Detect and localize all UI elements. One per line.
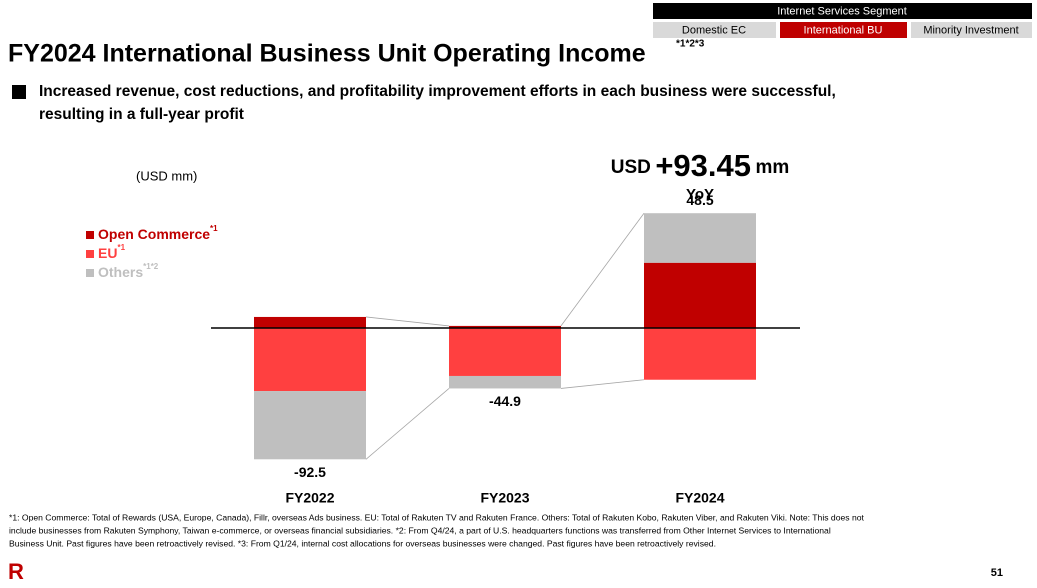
footnote: *1: Open Commerce: Total of Rewards (USA… bbox=[9, 512, 865, 522]
legend-swatch bbox=[86, 269, 94, 277]
page-number: 51 bbox=[991, 567, 1003, 579]
legend-label: Open Commerce bbox=[98, 226, 210, 242]
headline: USD +93.45 mm bbox=[611, 148, 790, 183]
bar-segment bbox=[254, 391, 366, 460]
bar-segment bbox=[449, 328, 561, 376]
x-tick-label: FY2023 bbox=[480, 490, 529, 506]
bar-segment bbox=[644, 262, 756, 328]
unit-label: (USD mm) bbox=[136, 168, 197, 183]
tab[interactable] bbox=[911, 22, 1032, 38]
legend-entry: Others*1*2 bbox=[98, 262, 159, 280]
footnote: include businesses from Rakuten Symphony… bbox=[9, 525, 831, 535]
footnote: Business Unit. Past figures have been re… bbox=[9, 538, 716, 548]
connector bbox=[365, 388, 450, 460]
bar-segment bbox=[254, 316, 366, 328]
legend-note: *1 bbox=[117, 243, 125, 252]
subtitle: Increased revenue, cost reductions, and … bbox=[39, 83, 836, 100]
total-label: -44.9 bbox=[489, 393, 521, 409]
yoy-label: YoY bbox=[686, 186, 714, 203]
legend-swatch bbox=[86, 250, 94, 258]
connector bbox=[560, 379, 645, 389]
total-label: -92.5 bbox=[294, 464, 326, 480]
tab[interactable] bbox=[653, 22, 776, 38]
logo: R bbox=[8, 559, 24, 584]
subtitle: resulting in a full-year profit bbox=[39, 106, 244, 123]
legend-label: EU bbox=[98, 245, 117, 261]
tab-label[interactable]: Minority Investment bbox=[923, 24, 1018, 36]
legend-entry: Open Commerce*1 bbox=[98, 224, 218, 242]
bullet bbox=[12, 85, 26, 99]
connector bbox=[365, 316, 450, 327]
tab[interactable] bbox=[780, 22, 907, 38]
legend-note: *1*2 bbox=[143, 262, 159, 271]
connector bbox=[560, 212, 645, 327]
x-tick-label: FY2024 bbox=[675, 490, 724, 506]
segment-label: Internet Services Segment bbox=[777, 5, 907, 17]
bar-segment bbox=[449, 375, 561, 389]
title: FY2024 International Business Unit Opera… bbox=[8, 40, 646, 68]
bar-segment bbox=[254, 328, 366, 392]
headline-value: +93.45 bbox=[655, 148, 751, 183]
bar-segment bbox=[449, 325, 561, 328]
headline-prefix: USD bbox=[611, 157, 651, 178]
segment-bar bbox=[653, 3, 1032, 19]
legend-swatch bbox=[86, 231, 94, 239]
total-label: 48.5 bbox=[686, 192, 713, 208]
tab-label[interactable]: International BU bbox=[804, 24, 883, 36]
tab-label[interactable]: Domestic EC bbox=[682, 24, 746, 36]
legend-note: *1 bbox=[210, 224, 218, 233]
legend-entry: EU*1 bbox=[98, 243, 126, 261]
x-tick-label: FY2022 bbox=[285, 490, 334, 506]
bar-segment bbox=[644, 328, 756, 380]
bar-segment bbox=[644, 213, 756, 263]
headline-unit: mm bbox=[755, 157, 789, 178]
legend-label: Others bbox=[98, 264, 143, 280]
title-note: *1*2*3 bbox=[676, 39, 705, 50]
